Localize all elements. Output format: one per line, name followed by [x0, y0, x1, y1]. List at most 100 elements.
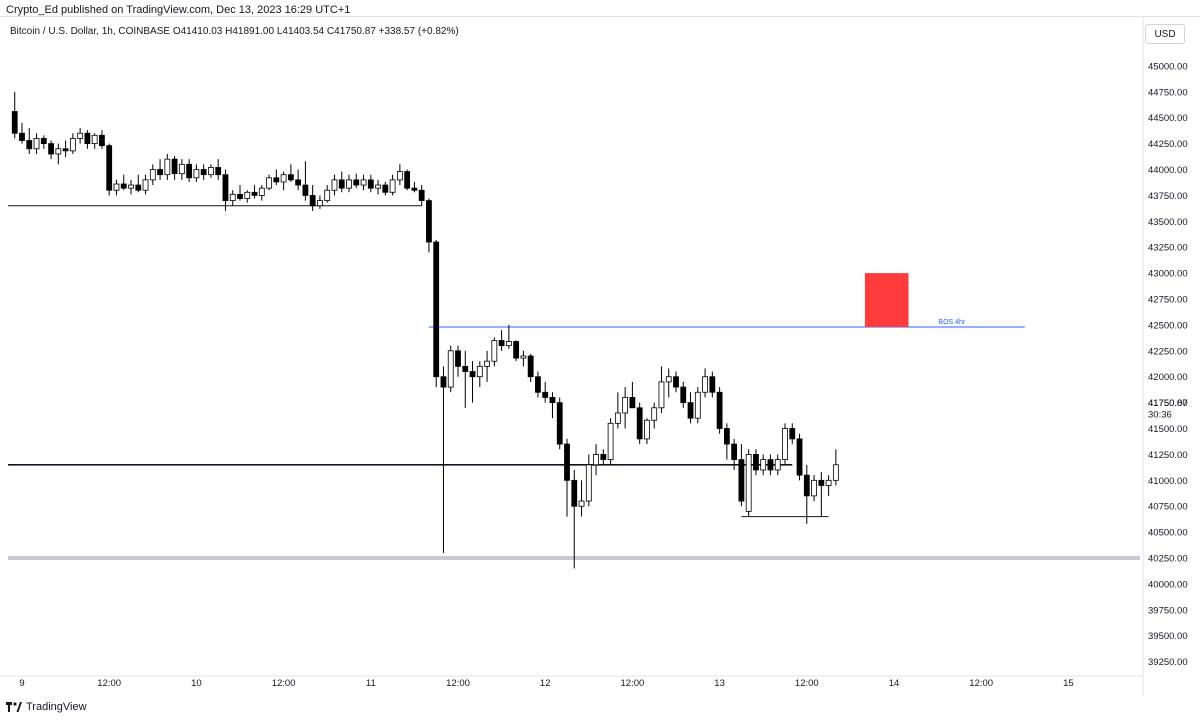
candle[interactable]	[585, 454, 592, 507]
candle[interactable]	[295, 169, 302, 191]
candle[interactable]	[535, 371, 541, 398]
candle[interactable]	[760, 454, 767, 476]
candle[interactable]	[564, 438, 570, 517]
candle[interactable]	[731, 438, 738, 470]
candle[interactable]	[317, 195, 323, 209]
candle[interactable]	[673, 371, 679, 393]
candle[interactable]	[375, 179, 381, 195]
candle[interactable]	[513, 340, 520, 362]
candle[interactable]	[273, 169, 280, 186]
candle[interactable]	[803, 464, 810, 524]
candle[interactable]	[55, 143, 62, 165]
currency-button[interactable]: USD	[1145, 24, 1185, 44]
candle[interactable]	[520, 350, 527, 367]
candle[interactable]	[825, 475, 832, 496]
candle[interactable]	[360, 174, 367, 191]
candle[interactable]	[396, 164, 403, 186]
candle[interactable]	[484, 350, 490, 382]
candle[interactable]	[208, 164, 214, 178]
candle[interactable]	[69, 133, 76, 154]
candle[interactable]	[331, 174, 338, 196]
candle[interactable]	[324, 185, 331, 203]
candle[interactable]	[651, 402, 658, 429]
candle[interactable]	[135, 174, 142, 193]
symbol-name[interactable]: Bitcoin / U.S. Dollar, 1h, COINBASE	[10, 26, 171, 37]
footer-brand[interactable]: TradingView	[6, 699, 87, 715]
candle[interactable]	[767, 454, 774, 476]
candle[interactable]	[542, 381, 549, 403]
candle[interactable]	[782, 423, 788, 465]
candle[interactable]	[164, 153, 171, 180]
candle[interactable]	[796, 433, 803, 481]
candle[interactable]	[302, 161, 309, 201]
candle[interactable]	[48, 140, 54, 160]
candle[interactable]	[665, 368, 672, 398]
candle[interactable]	[527, 353, 534, 382]
candle[interactable]	[622, 387, 629, 429]
candle[interactable]	[556, 397, 563, 450]
candle[interactable]	[593, 444, 599, 476]
candle[interactable]	[353, 173, 360, 189]
candle[interactable]	[280, 171, 287, 191]
candle[interactable]	[11, 91, 18, 139]
supply-zone-box[interactable]	[864, 273, 909, 327]
candle[interactable]	[789, 423, 796, 445]
candle[interactable]	[309, 185, 316, 211]
candle[interactable]	[462, 350, 469, 408]
candle[interactable]	[178, 159, 185, 180]
candle[interactable]	[723, 423, 730, 460]
candle[interactable]	[687, 392, 694, 424]
candle[interactable]	[629, 381, 636, 409]
candle[interactable]	[244, 190, 251, 203]
candle[interactable]	[193, 164, 200, 182]
candle[interactable]	[694, 387, 701, 424]
candle[interactable]	[426, 198, 432, 253]
candle[interactable]	[367, 174, 374, 193]
candle[interactable]	[389, 174, 396, 196]
candle[interactable]	[149, 164, 156, 186]
candle[interactable]	[433, 239, 440, 388]
candle[interactable]	[40, 135, 47, 149]
candle[interactable]	[84, 130, 91, 149]
candle[interactable]	[469, 361, 476, 403]
candle[interactable]	[709, 371, 716, 398]
candle[interactable]	[215, 159, 222, 180]
candle[interactable]	[636, 402, 643, 445]
candle[interactable]	[200, 164, 207, 180]
candle[interactable]	[287, 164, 294, 182]
candle[interactable]	[738, 444, 745, 507]
candle[interactable]	[644, 418, 650, 445]
candle[interactable]	[614, 392, 621, 429]
candle[interactable]	[171, 156, 178, 180]
candle[interactable]	[571, 469, 578, 569]
candle[interactable]	[447, 345, 454, 393]
candle[interactable]	[607, 418, 614, 465]
candle[interactable]	[382, 181, 389, 196]
candle[interactable]	[658, 366, 665, 413]
candle[interactable]	[266, 174, 272, 191]
candle[interactable]	[19, 122, 25, 144]
candle[interactable]	[811, 475, 817, 502]
candle[interactable]	[418, 185, 425, 206]
candle[interactable]	[338, 171, 345, 193]
candle[interactable]	[440, 366, 447, 553]
candle[interactable]	[77, 128, 84, 144]
candle[interactable]	[120, 174, 127, 191]
candle[interactable]	[113, 179, 120, 196]
candle[interactable]	[680, 381, 687, 408]
chart-canvas[interactable]: BOS 4hr 45000.00 44750.00 44500.00 44250.00…	[0, 0, 1200, 700]
candle[interactable]	[498, 330, 505, 351]
candle[interactable]	[411, 181, 418, 193]
candle[interactable]	[600, 449, 607, 465]
candle[interactable]	[258, 185, 265, 201]
candle[interactable]	[33, 133, 40, 154]
candle[interactable]	[99, 130, 105, 149]
candle[interactable]	[346, 174, 352, 193]
candle[interactable]	[106, 143, 113, 196]
candle[interactable]	[186, 159, 193, 182]
candle[interactable]	[832, 449, 839, 486]
candle[interactable]	[222, 169, 229, 211]
candle[interactable]	[237, 185, 243, 201]
candle[interactable]	[549, 392, 556, 419]
candle[interactable]	[578, 480, 585, 517]
